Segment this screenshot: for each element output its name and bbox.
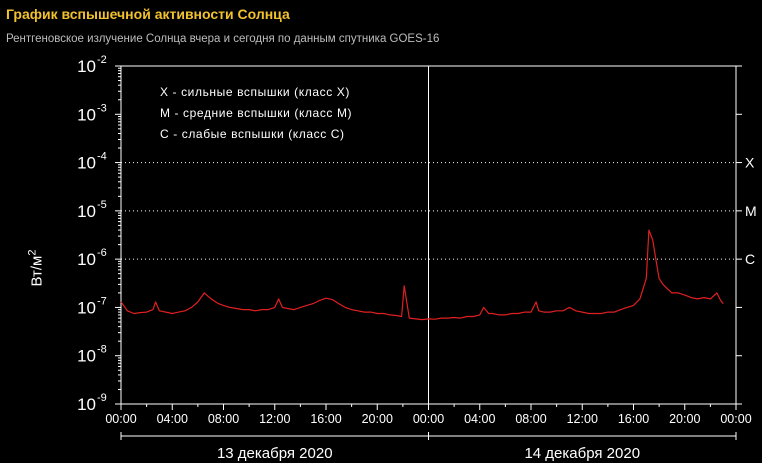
- y-axis-title: Вт/м2: [27, 250, 46, 287]
- x-tick-label: 00:00: [105, 412, 136, 426]
- y-axis: 10-210-310-410-510-610-710-810-9: [77, 54, 742, 414]
- y-tick-exponent: -9: [97, 392, 107, 404]
- x-tick-label: 08:00: [515, 412, 546, 426]
- x-tick-label: 20:00: [669, 412, 700, 426]
- day-label: 13 декабря 2020: [217, 445, 333, 462]
- y-tick-label: 10: [77, 202, 96, 221]
- x-tick-label: 12:00: [567, 412, 598, 426]
- x-tick-label: 16:00: [310, 412, 341, 426]
- x-tick-label: 00:00: [413, 412, 444, 426]
- y-tick-label: 10: [77, 105, 96, 124]
- x-tick-label: 12:00: [259, 412, 290, 426]
- day-labels: 13 декабря 2020 14 декабря 2020: [120, 432, 737, 462]
- y-tick-exponent: -2: [97, 54, 107, 66]
- y-axis-unit: Вт/м: [28, 255, 46, 287]
- y-tick-exponent: -3: [97, 102, 107, 114]
- y-tick-label: 10: [77, 250, 96, 269]
- y-tick-label: 10: [77, 347, 96, 366]
- x-tick-label: 00:00: [720, 412, 751, 426]
- y-tick-exponent: -4: [97, 151, 107, 163]
- x-tick-label: 04:00: [464, 412, 495, 426]
- y-tick-label: 10: [77, 154, 96, 173]
- y-tick-label: 10: [77, 57, 96, 76]
- legend-entry: M - средние вспышки (класс M): [160, 106, 352, 120]
- chart-legend: X - сильные вспышки (класс X) M - средние…: [160, 85, 352, 141]
- x-tick-label: 04:00: [157, 412, 188, 426]
- page-title: График вспышечной активности Солнца: [6, 6, 290, 22]
- x-tick-label: 20:00: [362, 412, 393, 426]
- flux-line: [120, 229, 724, 321]
- y-tick-exponent: -5: [97, 199, 107, 211]
- y-tick-exponent: -8: [97, 344, 107, 356]
- class-level-label: M: [745, 203, 757, 219]
- y-axis-unit-exponent: 2: [26, 249, 39, 256]
- y-tick-label: 10: [77, 395, 96, 414]
- flux-series: [120, 229, 724, 321]
- x-tick-label: 08:00: [208, 412, 239, 426]
- class-level-lines: X M C: [121, 155, 757, 267]
- y-tick-exponent: -6: [97, 247, 107, 259]
- day-label: 14 декабря 2020: [524, 445, 640, 462]
- legend-entry: C - слабые вспышки (класс C): [160, 127, 345, 141]
- x-axis: 00:00 04:00 08:00 12:00 16:00 20:00 00:00 04:00…: [105, 404, 752, 426]
- class-level-label: C: [745, 251, 755, 267]
- x-tick-label: 16:00: [618, 412, 649, 426]
- legend-entry: X - сильные вспышки (класс X): [160, 85, 350, 99]
- y-tick-exponent: -7: [97, 295, 107, 307]
- y-tick-label: 10: [77, 298, 96, 317]
- class-level-label: X: [745, 155, 755, 171]
- page-subtitle: Рентгеновское излучение Солнца вчера и с…: [6, 33, 440, 45]
